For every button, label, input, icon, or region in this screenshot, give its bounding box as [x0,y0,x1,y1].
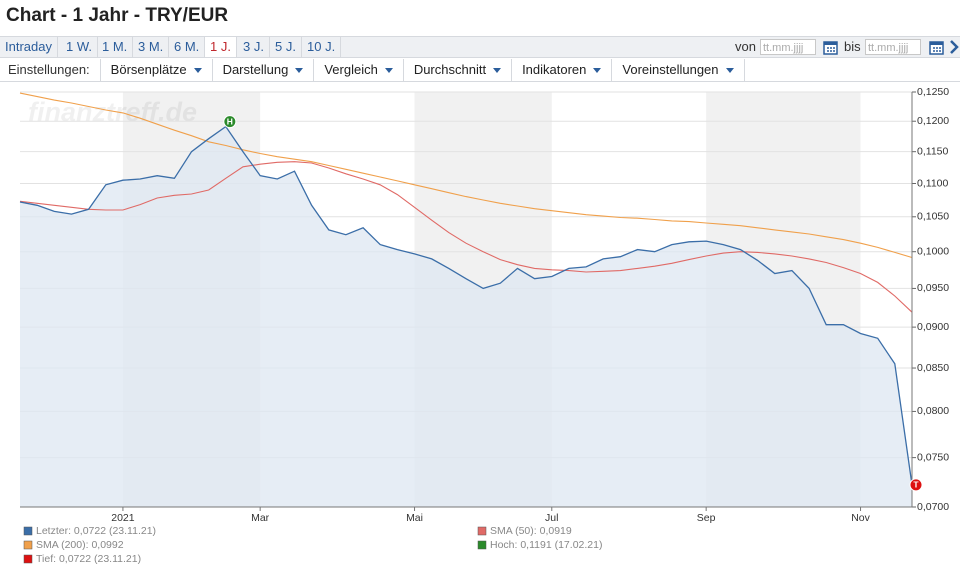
period-tabs: Intraday 1 W. 1 M. 3 M. 6 M. 1 J. 3 J. 5… [0,36,960,58]
x-tick-label: Sep [697,512,716,524]
legend-label: Tief: 0,0722 (23.11.21) [36,553,141,565]
legend-swatch [23,526,33,536]
watermark: finanztreff.de [28,97,197,127]
y-tick-label: 0,0950 [917,282,949,294]
period-tab[interactable]: 1 J. [205,37,237,57]
legend-swatch [23,554,33,564]
period-tab[interactable]: Intraday [0,37,58,57]
y-tick-label: 0,0750 [917,451,949,463]
y-tick-label: 0,1050 [917,211,949,223]
settings-label: Einstellungen: [0,59,101,81]
low-marker-label: T [913,480,919,490]
calendar-icon[interactable] [929,40,944,55]
from-label: von [735,39,756,54]
x-tick-label: Nov [851,512,870,524]
settings-menu[interactable]: Darstellung [213,59,315,81]
y-tick-label: 0,0850 [917,362,949,374]
x-tick-label: Mai [406,512,423,524]
period-tab[interactable]: 6 M. [169,37,206,57]
settings-menu[interactable]: Durchschnitt [404,59,513,81]
page-title: Chart - 1 Jahr - TRY/EUR [6,5,229,26]
y-tick-label: 0,0700 [917,501,949,513]
to-label: bis [844,39,861,54]
legend-label: SMA (200): 0,0992 [36,539,124,551]
legend-label: Letzter: 0,0722 (23.11.21) [36,525,156,537]
settings-menu[interactable]: Vergleich [314,59,404,81]
period-tab[interactable]: 5 J. [270,37,302,57]
legend-swatch [23,540,33,550]
y-tick-label: 0,1100 [917,177,948,189]
legend-label: SMA (50): 0,0919 [490,525,572,537]
to-date-input[interactable]: tt.mm.jjjj [865,39,921,55]
y-tick-label: 0,0900 [917,321,949,333]
period-tab[interactable]: 3 J. [238,37,270,57]
sma-line [19,92,913,259]
period-tab[interactable]: 10 J. [302,37,342,57]
y-tick-label: 0,1200 [917,115,949,127]
period-tab[interactable]: 1 W. [61,37,99,57]
chart: finanztreff.de 0,0700 0,0750 0,0800 0,0850 0… [19,86,949,565]
settings-menu[interactable]: Börsenplätze [101,59,213,81]
sma-line [19,161,913,313]
high-marker-label: H [227,116,233,126]
settings-bar: Einstellungen: Börsenplätze Darstellung … [0,59,960,82]
from-date-input[interactable]: tt.mm.jjjj [760,39,816,55]
low-marker [909,478,923,492]
next-arrow[interactable] [948,40,960,54]
y-tick-label: 0,1150 [917,145,948,157]
y-tick-label: 0,0800 [917,405,949,417]
x-tick-label: 2021 [111,512,135,524]
y-tick-label: 0,1250 [917,86,949,98]
period-tab[interactable]: 3 M. [133,37,170,57]
price-area [20,126,912,507]
x-tick-label: Mar [251,512,270,524]
high-marker [223,115,237,129]
settings-menu[interactable]: Indikatoren [512,59,613,81]
calendar-icon[interactable] [823,40,838,55]
legend-label: Hoch: 0,1191 (17.02.21) [490,539,602,551]
x-tick-label: Jul [545,512,558,524]
settings-menu[interactable]: Voreinstellungen [612,59,745,81]
price-line [19,125,913,485]
legend-swatch [477,540,487,550]
period-tab[interactable]: 1 M. [97,37,134,57]
legend-swatch [477,526,487,536]
y-tick-label: 0,1000 [917,245,949,257]
